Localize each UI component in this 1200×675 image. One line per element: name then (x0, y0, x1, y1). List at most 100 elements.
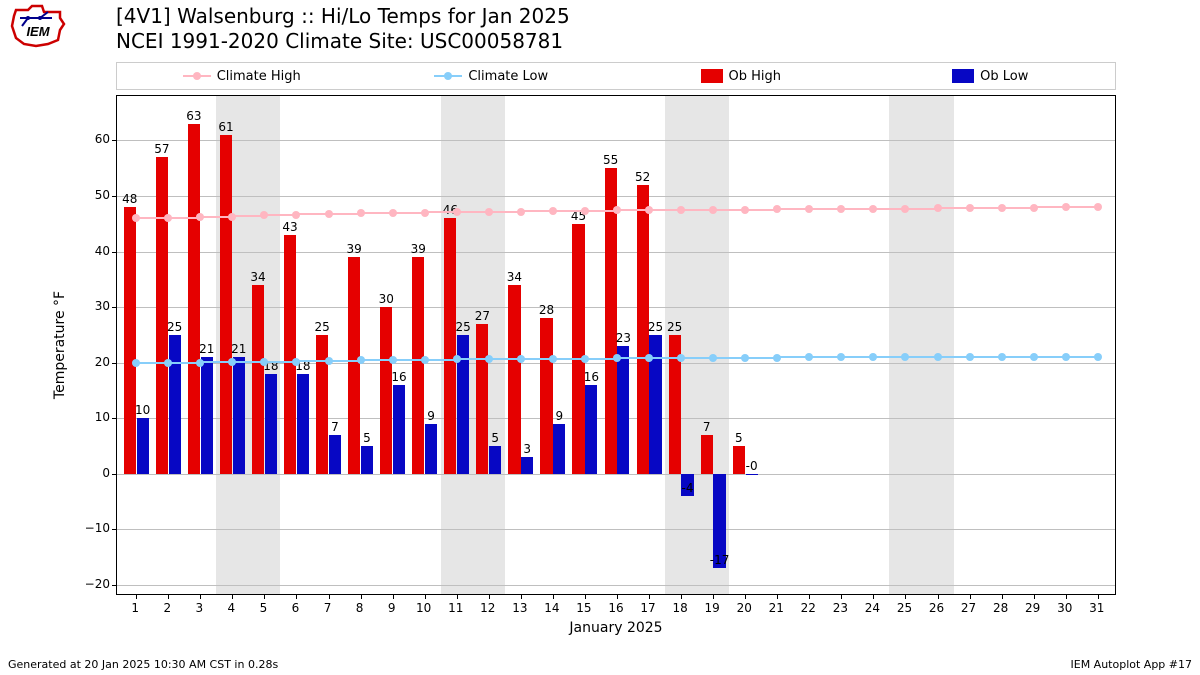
x-tick-label: 1 (131, 601, 139, 615)
climate-low-dot (966, 353, 974, 361)
climate-low-dot (357, 356, 365, 364)
bar-ob-low (617, 346, 629, 474)
bar-label: 52 (635, 170, 650, 184)
climate-low-dot (325, 357, 333, 365)
x-tick-label: 14 (544, 601, 559, 615)
climate-low-dot (389, 356, 397, 364)
x-tick (232, 594, 233, 599)
climate-high-dot (292, 211, 300, 219)
bar-ob-low (553, 424, 565, 474)
iem-logo: IEM (8, 4, 68, 52)
x-tick (905, 594, 906, 599)
climate-low-dot (869, 353, 877, 361)
bar-ob-high (252, 285, 264, 474)
bar-ob-high (572, 224, 584, 474)
y-tick (112, 529, 117, 530)
climate-low-dot (421, 356, 429, 364)
x-tick (617, 594, 618, 599)
climate-high-dot (549, 207, 557, 215)
bar-label: 61 (218, 120, 233, 134)
bar-label: 16 (584, 370, 599, 384)
x-tick-label: 29 (1025, 601, 1040, 615)
bar-ob-low (746, 474, 758, 475)
bar-label: 25 (314, 320, 329, 334)
x-tick-label: 4 (228, 601, 236, 615)
bar-label: 21 (231, 342, 246, 356)
bar-label: 48 (122, 192, 137, 206)
bar-ob-high (444, 218, 456, 474)
bar-ob-high (733, 446, 745, 474)
bar-label: 34 (507, 270, 522, 284)
climate-high-dot (1030, 204, 1038, 212)
climate-low-dot (837, 353, 845, 361)
bar-ob-high (284, 235, 296, 474)
y-tick-label: −20 (85, 577, 110, 591)
bar-label: 27 (475, 309, 490, 323)
x-tick (841, 594, 842, 599)
bar-label: 25 (456, 320, 471, 334)
bar-ob-low (297, 374, 309, 474)
climate-low-dot (228, 358, 236, 366)
x-tick (136, 594, 137, 599)
x-tick-label: 27 (961, 601, 976, 615)
climate-low-dot (164, 359, 172, 367)
bar-label: 63 (186, 109, 201, 123)
x-tick (713, 594, 714, 599)
bar-label: 25 (667, 320, 682, 334)
x-tick (777, 594, 778, 599)
y-tick-label: 0 (102, 466, 110, 480)
y-tick (112, 140, 117, 141)
y-tick-label: 30 (95, 299, 110, 313)
x-tick (489, 594, 490, 599)
bar-ob-low (489, 446, 501, 474)
x-tick (809, 594, 810, 599)
x-tick-label: 31 (1089, 601, 1104, 615)
bar-ob-high (508, 285, 520, 474)
bar-ob-high (540, 318, 552, 474)
bar-ob-low (521, 457, 533, 474)
bar-label: 9 (555, 409, 563, 423)
x-tick-label: 10 (416, 601, 431, 615)
y-tick-label: 10 (95, 410, 110, 424)
climate-low-dot (709, 354, 717, 362)
svg-text:IEM: IEM (26, 24, 50, 39)
x-tick (1002, 594, 1003, 599)
climate-high-dot (357, 209, 365, 217)
bar-label: -17 (710, 553, 730, 567)
bar-label: 55 (603, 153, 618, 167)
climate-low-dot (1062, 353, 1070, 361)
bar-ob-low (329, 435, 341, 474)
x-tick-label: 21 (769, 601, 784, 615)
x-tick-label: 17 (640, 601, 655, 615)
climate-low-dot (1030, 353, 1038, 361)
bar-ob-high (124, 207, 136, 474)
climate-high-dot (869, 205, 877, 213)
climate-high-dot (228, 213, 236, 221)
x-tick (553, 594, 554, 599)
bar-label: 5 (491, 431, 499, 445)
legend-label: Ob High (729, 69, 782, 84)
x-tick (970, 594, 971, 599)
climate-low-dot (613, 354, 621, 362)
climate-low-dot (260, 358, 268, 366)
bar-label: 57 (154, 142, 169, 156)
bar-label: 7 (703, 420, 711, 434)
legend-climate-high: Climate High (117, 69, 367, 84)
legend-climate-low: Climate Low (367, 69, 617, 84)
bar-label: 39 (411, 242, 426, 256)
climate-low-dot (292, 358, 300, 366)
x-tick-label: 18 (672, 601, 687, 615)
x-axis-label: January 2025 (116, 620, 1116, 636)
bar-label: 25 (648, 320, 663, 334)
bar-ob-high (316, 335, 328, 474)
climate-low-dot (485, 355, 493, 363)
climate-high-dot (325, 210, 333, 218)
bar-label: 16 (391, 370, 406, 384)
y-tick (112, 418, 117, 419)
climate-high-dot (613, 206, 621, 214)
climate-low-dot (677, 354, 685, 362)
x-tick-label: 20 (737, 601, 752, 615)
climate-high-dot (773, 205, 781, 213)
x-tick-label: 22 (801, 601, 816, 615)
x-tick-label: 12 (480, 601, 495, 615)
